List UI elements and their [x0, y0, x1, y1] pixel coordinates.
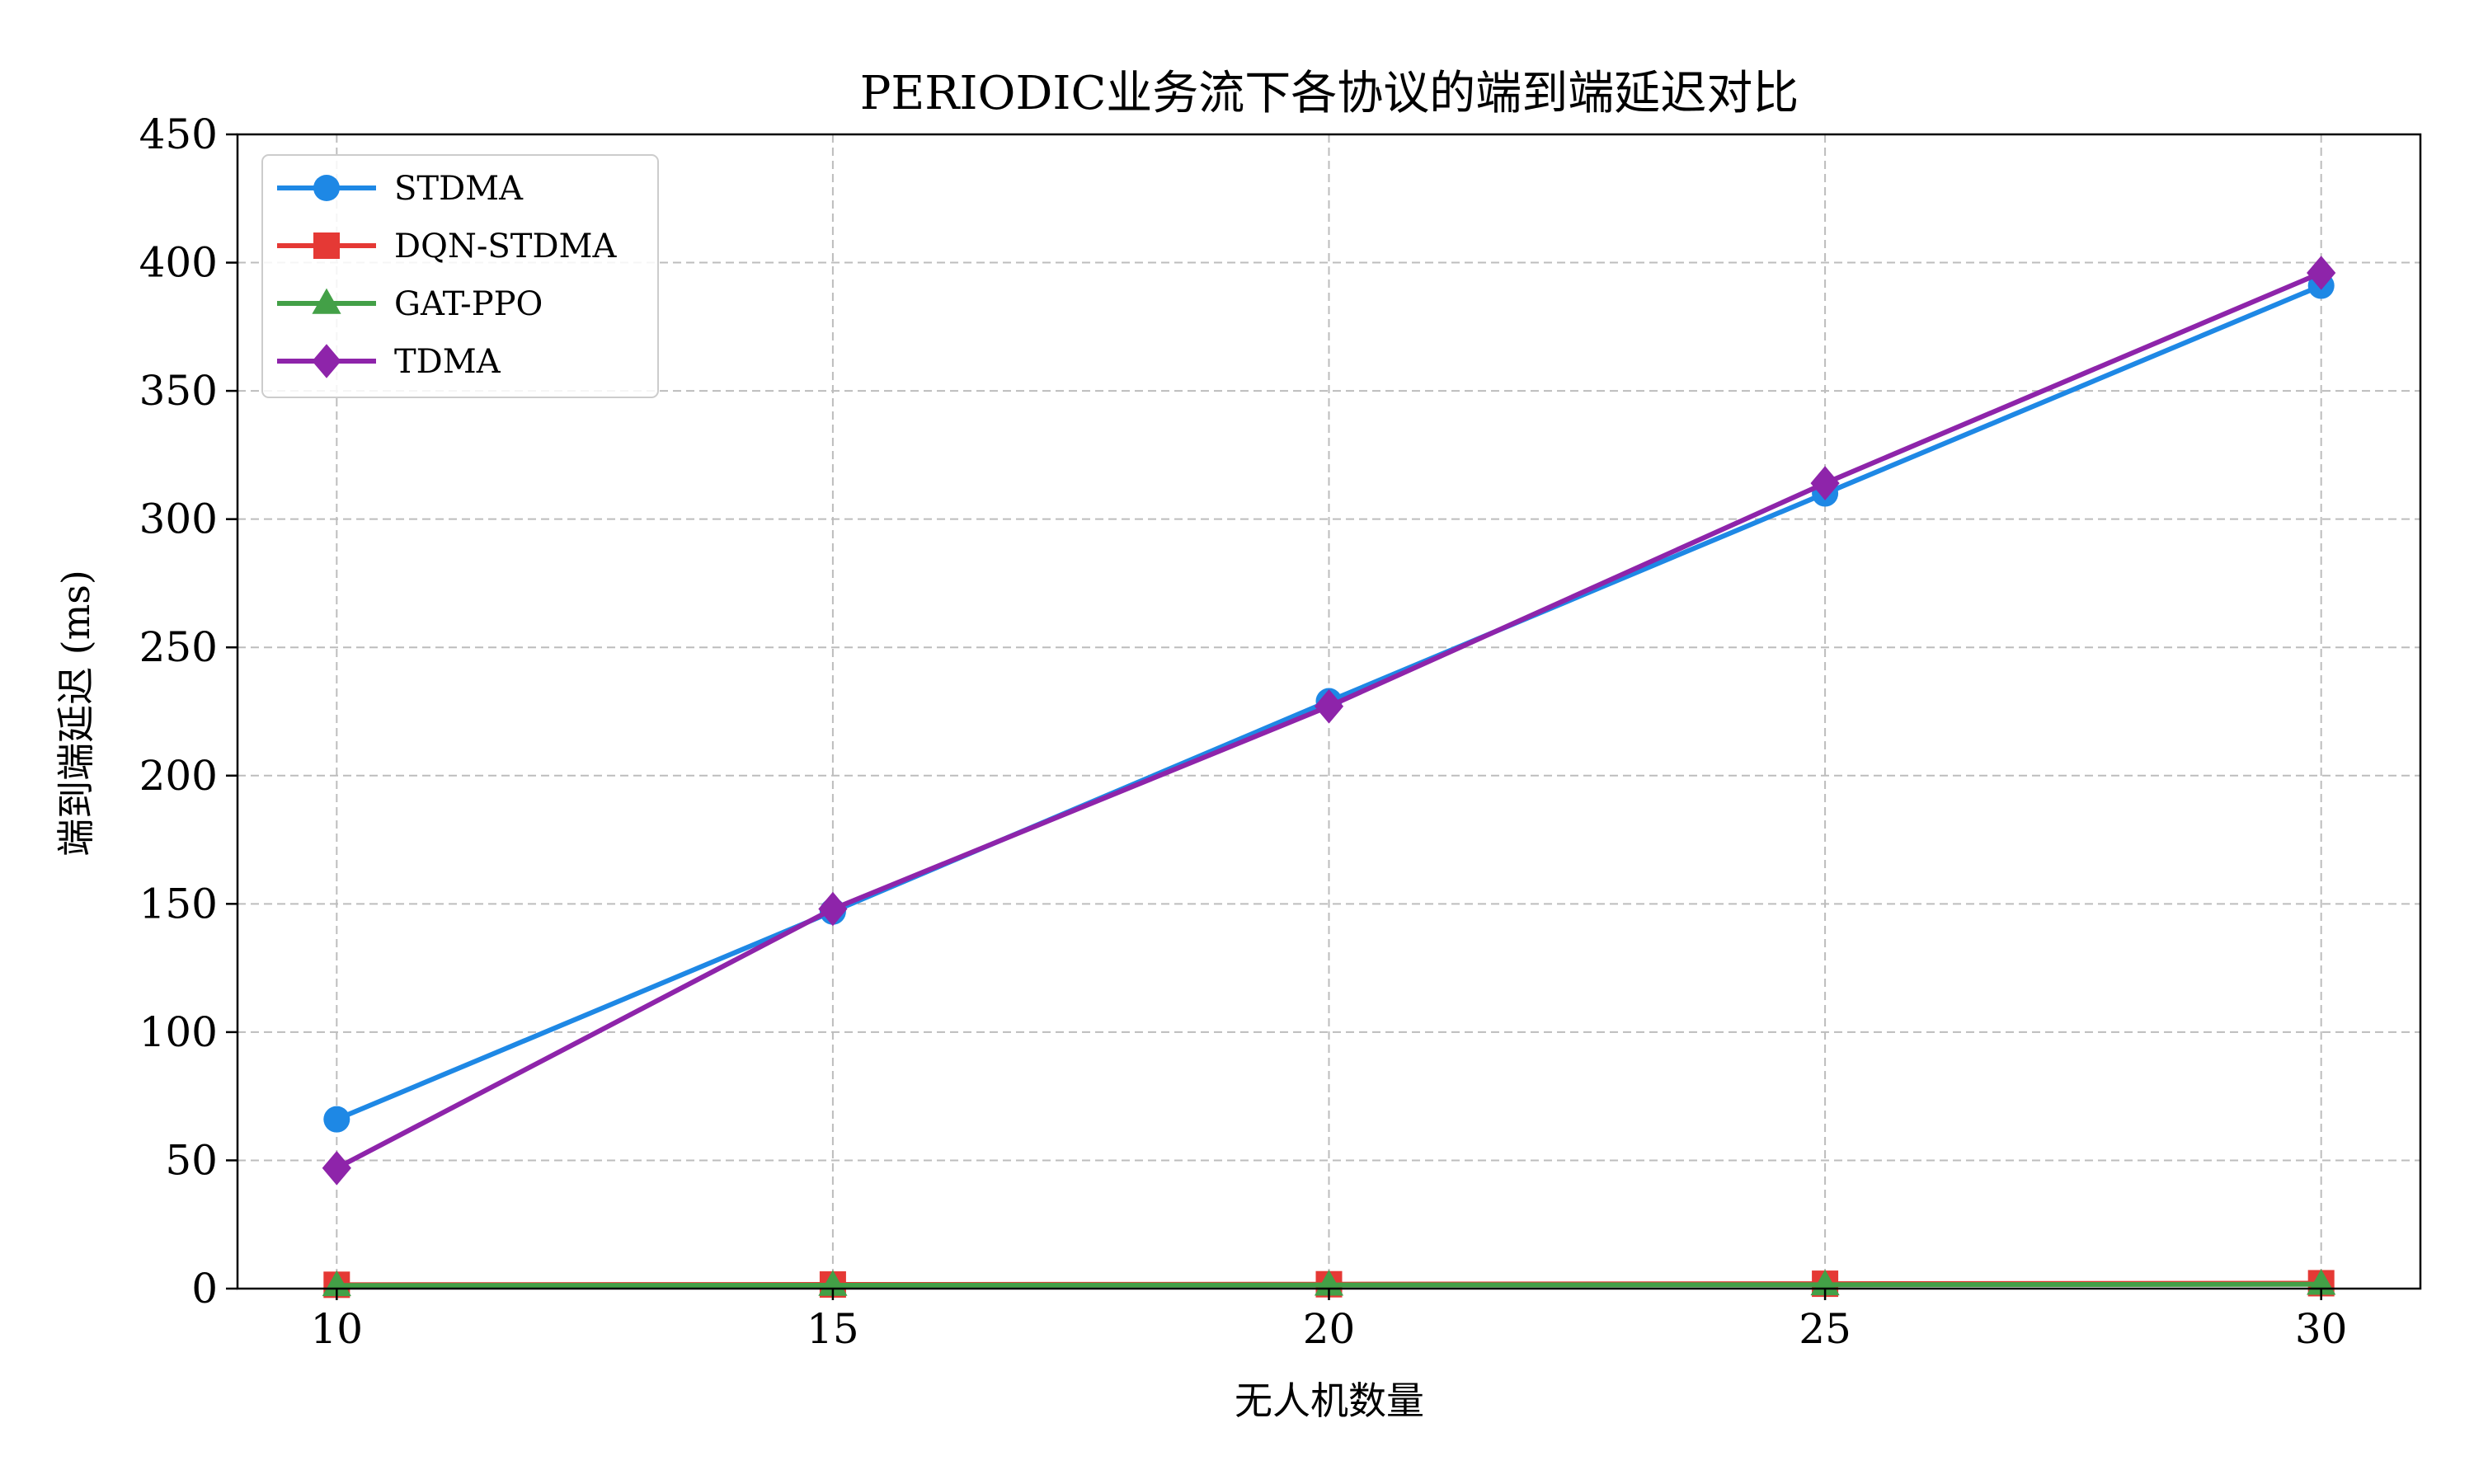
legend-item-gat-ppo: GAT-PPO: [277, 285, 543, 323]
x-tick-label: 30: [2295, 1305, 2348, 1353]
data-point: [1810, 466, 1840, 500]
y-tick-label: 0: [191, 1265, 218, 1313]
y-tick-label: 300: [139, 495, 218, 543]
data-point: [2307, 256, 2336, 290]
data-point: [322, 1150, 351, 1186]
data-point: [322, 1270, 351, 1297]
legend-marker: [313, 175, 340, 201]
y-axis-title: 端到端延迟 (ms): [54, 570, 98, 857]
y-tick-label: 450: [139, 110, 218, 158]
x-tick-label: 25: [1799, 1305, 1851, 1353]
y-tick-label: 250: [139, 623, 218, 671]
x-tick-label: 10: [311, 1305, 364, 1353]
legend-item-tdma: TDMA: [277, 343, 501, 381]
legend-item-stdma: STDMA: [277, 170, 524, 208]
legend-marker: [313, 232, 340, 259]
chart-title: PERIODIC业务流下各协议的端到端延迟对比: [860, 67, 1799, 120]
legend-marker: [312, 288, 341, 314]
y-tick-label: 50: [165, 1136, 218, 1184]
y-tick-label: 100: [139, 1008, 218, 1056]
x-tick-label: 15: [807, 1305, 859, 1353]
legend-label: TDMA: [394, 343, 501, 381]
legend-label: DQN-STDMA: [394, 228, 617, 265]
legend-label: GAT-PPO: [394, 285, 543, 323]
data-point: [1314, 688, 1344, 724]
x-axis-title: 无人机数量: [1235, 1378, 1424, 1423]
x-tick-label: 20: [1303, 1305, 1356, 1353]
y-tick-label: 350: [139, 367, 218, 415]
legend-label: STDMA: [394, 170, 524, 208]
legend-marker: [312, 344, 341, 378]
data-point: [818, 891, 848, 927]
y-tick-label: 200: [139, 752, 218, 800]
series-tdma: [322, 256, 2336, 1186]
data-point: [323, 1106, 350, 1133]
legend-item-dqn-stdma: DQN-STDMA: [277, 228, 617, 265]
y-tick-label: 400: [139, 239, 218, 287]
y-tick-label: 150: [139, 880, 218, 928]
legend-box: [261, 154, 659, 398]
legend: STDMA DQN-STDMA GAT-PPO TDMA: [261, 154, 659, 398]
